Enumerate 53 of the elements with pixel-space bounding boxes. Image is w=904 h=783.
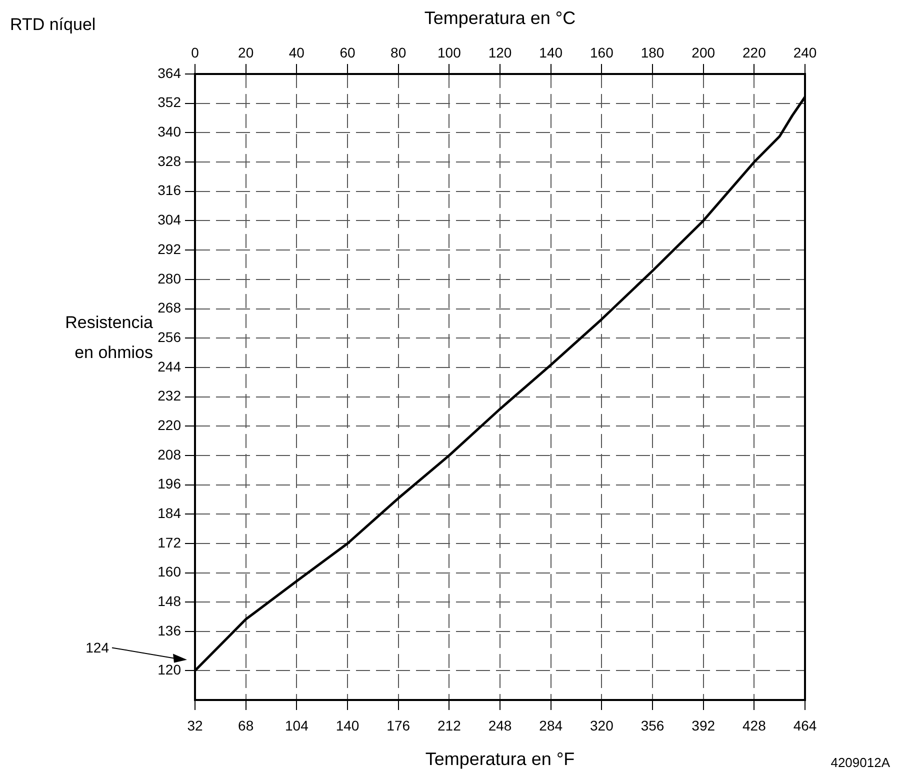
y-tick-label: 364 — [158, 64, 182, 81]
x2-tick-label: 180 — [640, 44, 664, 60]
x-tick-label: 140 — [336, 717, 360, 734]
y-tick-label: 268 — [158, 300, 182, 316]
x2-tick-label: 40 — [288, 44, 305, 60]
x-tick-label: 32 — [187, 717, 203, 734]
x2-tick-label: 240 — [793, 44, 817, 60]
y-tick-label: 352 — [158, 94, 182, 110]
x-tick-label: 320 — [590, 717, 614, 734]
x2-tick-label: 160 — [590, 44, 614, 60]
x-tick-label: 104 — [284, 717, 309, 734]
y-tick-label: 184 — [158, 505, 182, 522]
y-tick-label: 160 — [158, 564, 182, 580]
y-tick-label: 304 — [158, 212, 182, 228]
y-tick-label: 208 — [158, 446, 182, 462]
x-tick-label: 68 — [238, 717, 254, 734]
x2-tick-label: 220 — [742, 44, 766, 60]
x-tick-label: 248 — [488, 717, 512, 734]
x-tick-label: 464 — [793, 717, 817, 734]
x2-tick-label: 80 — [390, 44, 406, 60]
x2-tick-label: 0 — [191, 44, 200, 60]
text: 4209012A — [830, 755, 890, 770]
y-tick-label: 244 — [158, 358, 182, 374]
text: 124 — [86, 640, 110, 656]
text: RTD níquel — [10, 15, 96, 34]
y-tick-label: 172 — [158, 534, 182, 550]
x2-tick-label: 140 — [539, 44, 563, 60]
y-tick-label: 316 — [158, 182, 182, 198]
y-tick-label: 292 — [158, 240, 182, 257]
y-tick-label: 328 — [158, 152, 182, 169]
y-tick-label: 148 — [158, 593, 182, 610]
x-tick-label: 428 — [742, 717, 766, 734]
x-tick-label: 212 — [437, 717, 462, 734]
x2-tick-label: 100 — [437, 44, 462, 60]
x-tick-label: 284 — [539, 717, 563, 734]
y-tick-label: 232 — [158, 388, 182, 404]
x-tick-label: 356 — [640, 717, 664, 734]
x2-tick-label: 60 — [340, 44, 356, 60]
x-tick-label: 392 — [692, 717, 716, 734]
x-tick-label: 176 — [386, 717, 410, 734]
y-tick-label: 120 — [158, 662, 182, 678]
x-axis-title: Temperatura en °F — [425, 749, 575, 770]
x2-axis-title: Temperatura en °C — [424, 8, 576, 28]
x2-tick-label: 20 — [238, 44, 254, 60]
y-tick-label: 340 — [158, 124, 182, 140]
y-tick-label: 256 — [158, 328, 182, 345]
y-tick-label: 280 — [158, 270, 182, 286]
y-tick-label: 220 — [158, 416, 182, 433]
x2-tick-label: 120 — [488, 44, 512, 60]
x2-tick-label: 200 — [692, 44, 716, 60]
y-tick-label: 196 — [158, 476, 182, 492]
y-tick-label: 136 — [158, 622, 182, 638]
y-axis-title: Resistencia en ohmios — [65, 313, 154, 362]
